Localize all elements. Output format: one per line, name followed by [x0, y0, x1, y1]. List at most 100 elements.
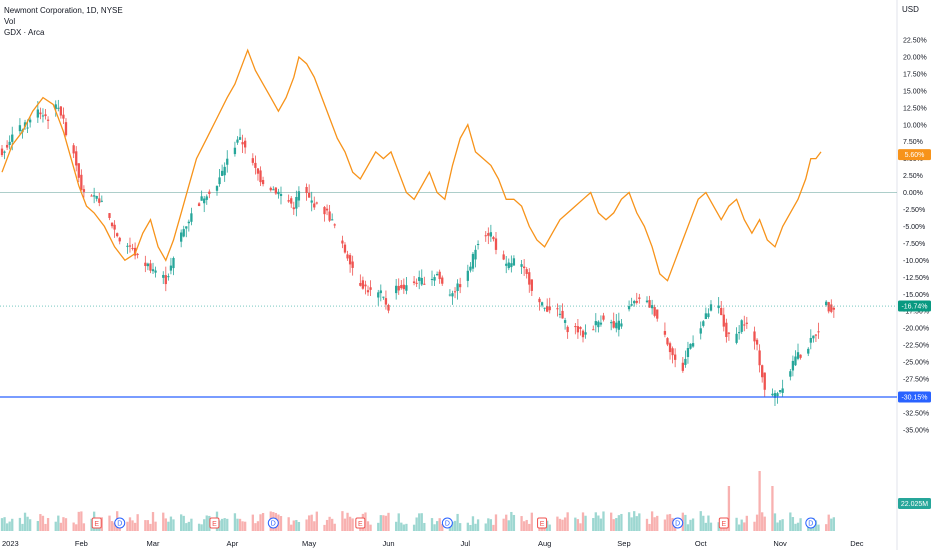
volume-bar [149, 523, 152, 531]
volume-bar [512, 514, 516, 531]
volume-bar [348, 516, 352, 531]
candle [727, 332, 731, 334]
candle [269, 187, 272, 191]
candle [182, 229, 185, 237]
volume-bar [528, 523, 531, 531]
candle [8, 141, 11, 145]
candle [0, 148, 4, 156]
volume-bar [735, 517, 738, 531]
volume-bar [653, 517, 656, 531]
volume-bar [758, 471, 761, 531]
volume-bar [346, 512, 349, 531]
volume-bar [3, 517, 6, 531]
symbol-title[interactable]: Newmont Corporation, 1D, NYSE [4, 6, 123, 15]
candle [566, 326, 569, 333]
volume-bar [484, 523, 487, 531]
candle [563, 320, 567, 323]
volume-bar [743, 522, 746, 531]
candle [200, 196, 203, 201]
volume-bar [313, 521, 316, 531]
candle [574, 326, 577, 328]
volume-bar [546, 520, 549, 531]
candle [279, 193, 283, 196]
candle [305, 186, 308, 194]
candle [494, 238, 498, 250]
volume-bar [530, 512, 533, 531]
volume-bar [133, 522, 137, 531]
candle [635, 300, 638, 303]
volume-bar [261, 512, 265, 531]
candle [510, 263, 513, 268]
candle [755, 339, 759, 345]
candle [144, 262, 147, 266]
candle [617, 320, 620, 330]
candle [492, 237, 495, 240]
y-tick-label: 17.50% [903, 71, 927, 78]
volume-bar [474, 523, 477, 531]
candle [259, 170, 262, 183]
candle [295, 196, 298, 209]
volume-bar [592, 518, 595, 531]
candle [556, 308, 559, 310]
candle [466, 270, 469, 281]
volume-bar [778, 520, 782, 531]
volume-bar [584, 515, 587, 531]
volume-bar [18, 517, 22, 531]
candle [791, 360, 795, 371]
candle [412, 281, 416, 284]
candle [113, 224, 116, 230]
candle [807, 348, 810, 354]
volume-bar [180, 514, 183, 531]
candle [584, 332, 587, 335]
dividend-marker [441, 517, 453, 529]
candle [476, 244, 480, 246]
volume-bar [776, 522, 779, 531]
compare-legend[interactable]: GDX · Arca [4, 28, 45, 37]
volume-bar [200, 524, 203, 531]
candle [610, 322, 613, 324]
candle [131, 247, 134, 249]
candle [379, 290, 382, 294]
volume-legend[interactable]: Vol [4, 17, 16, 26]
y-tick-label: -32.50% [903, 410, 929, 417]
candle [29, 119, 32, 123]
volume-bar [781, 519, 784, 531]
candle [90, 195, 93, 197]
volume-bar [789, 512, 792, 531]
volume-bar [830, 518, 833, 531]
volume-bar [26, 516, 29, 531]
candle [448, 294, 452, 296]
candle [387, 304, 390, 311]
volume-bar [502, 518, 505, 531]
candle [405, 285, 408, 291]
dividend-marker-label: D [445, 521, 450, 528]
candle [154, 270, 157, 273]
volume-bar [451, 521, 454, 531]
earnings-marker-label: E [540, 521, 545, 528]
volume-bar [256, 521, 260, 531]
candle [108, 213, 111, 218]
y-tick-label: 20.00% [903, 54, 927, 61]
candle [23, 122, 27, 127]
candle [133, 247, 137, 256]
candle [633, 301, 636, 304]
volume-bar [279, 516, 283, 531]
volume-bar [310, 514, 313, 531]
candle [781, 388, 784, 393]
volume-bar [54, 521, 57, 531]
volume-bar [190, 518, 193, 531]
volume-bar [825, 524, 828, 531]
volume-bar [233, 513, 237, 531]
volume-bar [75, 524, 78, 531]
candle [525, 269, 528, 274]
candle [62, 114, 65, 119]
candle [686, 348, 690, 358]
candle [597, 321, 600, 328]
volume-bar [656, 515, 659, 531]
candle [459, 284, 462, 288]
volume-bar [466, 522, 469, 531]
candle [72, 145, 75, 154]
currency-label[interactable]: USD [902, 5, 919, 14]
candle [167, 276, 170, 278]
